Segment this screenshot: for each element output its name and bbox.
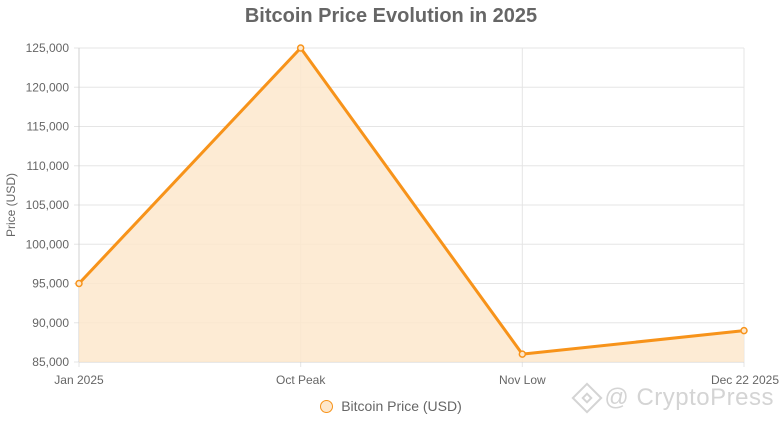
series-points: [75, 44, 748, 358]
diamond-logo-icon: [571, 382, 603, 414]
legend[interactable]: Bitcoin Price (USD): [0, 398, 782, 414]
series-area-fill: [79, 48, 744, 362]
data-point: [740, 326, 748, 335]
y-tick-label: 100,000: [26, 237, 70, 251]
series-area: [79, 48, 744, 362]
data-point: [518, 350, 527, 358]
chart-title: Bitcoin Price Evolution in 2025: [244, 5, 538, 27]
y-tick-label: 85,000: [32, 355, 69, 369]
y-axis-label: Price (USD): [4, 173, 18, 237]
watermark: @ CryptoPress: [571, 382, 774, 414]
y-tick-label: 95,000: [32, 277, 69, 291]
y-tick-label: 115,000: [27, 120, 70, 134]
y-tick-label: 105,000: [26, 198, 70, 212]
x-tick-label: Oct Peak: [276, 373, 326, 387]
data-point: [75, 279, 83, 288]
y-axis-ticks: 85,000 90,000 95,000 100,000 105,000 110,000 1…: [26, 41, 70, 369]
legend-swatch: [320, 399, 334, 413]
y-tick-label: 90,000: [32, 316, 69, 330]
x-tick-label: Jan 2025: [54, 373, 104, 387]
watermark-text: @ CryptoPress: [604, 384, 774, 411]
y-tick-label: 125,000: [26, 41, 70, 55]
data-point: [296, 44, 305, 52]
x-tick-label: Dec 22 2025: [711, 373, 779, 387]
y-tick-label: 110,000: [27, 159, 70, 173]
series-line-path: [77, 46, 745, 356]
x-axis-ticks: Jan 2025 Oct Peak Nov Low Dec 22 2025: [54, 373, 779, 387]
series-line: [77, 46, 745, 356]
y-tick-label: 120,000: [26, 80, 70, 94]
legend-label: Bitcoin Price (USD): [341, 398, 462, 414]
x-tick-label: Nov Low: [499, 373, 546, 387]
